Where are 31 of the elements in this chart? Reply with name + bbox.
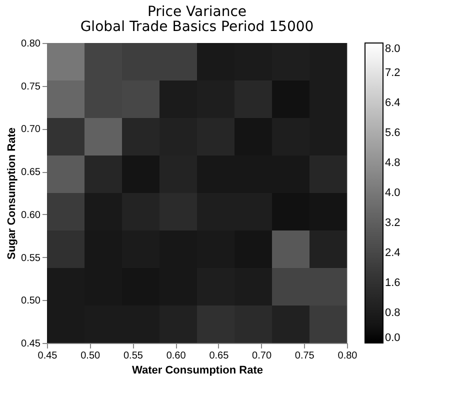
color-bar-label: 4.8 <box>385 157 400 169</box>
color-bar-label: 4.0 <box>385 187 400 199</box>
x-tick-label: 0.80 <box>338 350 358 362</box>
x-axis-title: Water Consumption Rate <box>132 364 263 376</box>
y-tick-label: 0.65 <box>21 167 41 178</box>
y-tick-label: 0.75 <box>21 81 41 92</box>
color-bar-label: 2.4 <box>385 247 400 259</box>
y-tick-label: 0.55 <box>21 252 41 264</box>
y-axis-title: Sugar Consumption Rate <box>6 127 18 260</box>
color-bar-label: 6.4 <box>385 97 400 109</box>
color-bar-label: 7.2 <box>385 67 400 79</box>
x-tick-label: 0.60 <box>166 350 186 362</box>
y-tick-label: 0.50 <box>21 296 41 307</box>
x-tick-label: 0.75 <box>294 350 315 362</box>
chart-title: Price Variance <box>147 4 247 20</box>
y-tick-label: 0.60 <box>21 210 41 221</box>
y-tick-label: 0.70 <box>21 124 41 136</box>
x-tick-label: 0.45 <box>38 350 58 362</box>
color-bar-label: 1.6 <box>385 277 400 289</box>
x-tick-label: 0.50 <box>80 350 101 362</box>
x-tick-label: 0.70 <box>252 350 272 362</box>
x-tick-label: 0.65 <box>209 350 230 362</box>
color-bar-label: 8.0 <box>385 43 400 55</box>
y-tick-label: 0.80 <box>21 38 41 50</box>
chart-subtitle: Global Trade Basics Period 15000 <box>80 19 314 35</box>
x-tick-label: 0.55 <box>123 350 144 362</box>
color-bar-label: 5.6 <box>385 127 400 139</box>
color-bar-label: 0.0 <box>385 332 400 344</box>
color-bar-label: 0.8 <box>385 307 400 319</box>
color-bar-label: 3.2 <box>385 217 400 229</box>
y-tick-label: 0.45 <box>21 338 41 350</box>
